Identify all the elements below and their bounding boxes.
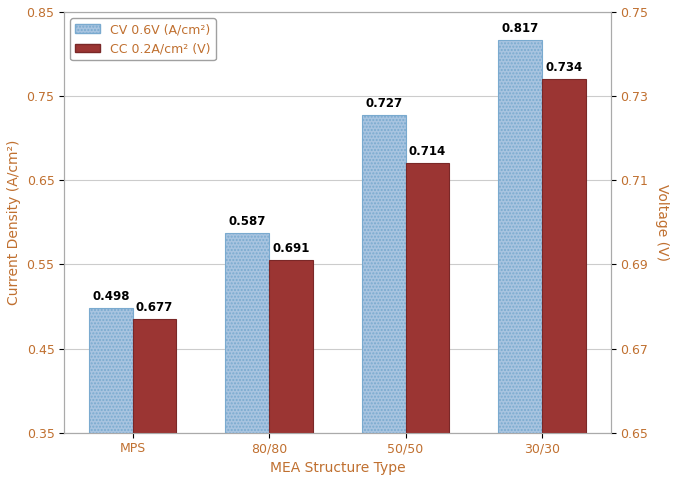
Bar — [542, 79, 585, 482]
Y-axis label: Voltage (V): Voltage (V) — [655, 184, 669, 261]
Bar — [362, 116, 406, 482]
Bar — [132, 319, 176, 482]
Bar — [226, 233, 269, 482]
Text: 0.677: 0.677 — [136, 301, 173, 314]
Legend: CV 0.6V (A/cm²), CC 0.2A/cm² (V): CV 0.6V (A/cm²), CC 0.2A/cm² (V) — [70, 18, 216, 60]
Text: 0.734: 0.734 — [546, 61, 583, 74]
Text: 0.691: 0.691 — [272, 242, 310, 255]
Text: 0.727: 0.727 — [365, 97, 402, 110]
Text: 0.498: 0.498 — [92, 290, 130, 303]
Text: 0.817: 0.817 — [502, 22, 539, 35]
Bar — [406, 163, 450, 482]
Bar — [498, 40, 542, 482]
X-axis label: MEA Structure Type: MEA Structure Type — [270, 461, 405, 475]
Text: 0.714: 0.714 — [409, 146, 446, 159]
Text: 0.587: 0.587 — [228, 215, 266, 228]
Bar — [89, 308, 132, 482]
Y-axis label: Current Density (A/cm²): Current Density (A/cm²) — [7, 140, 21, 305]
Bar — [269, 260, 313, 482]
